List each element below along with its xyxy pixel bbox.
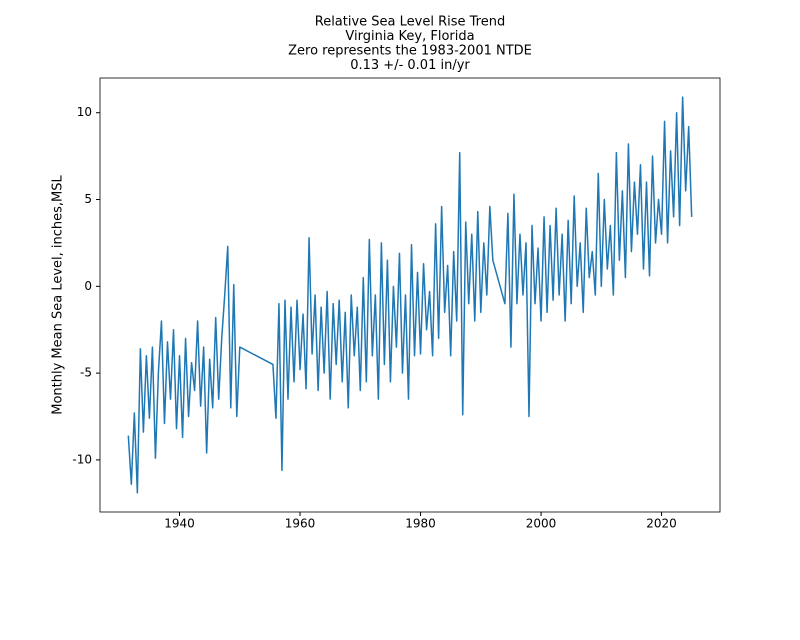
y-tick-label: 0 [84, 279, 92, 293]
y-tick-label: -10 [72, 452, 92, 466]
y-tick-label: -5 [80, 366, 92, 380]
sea-level-line [127, 96, 693, 494]
y-tick-label: 5 [84, 192, 92, 206]
y-tick-label: 10 [77, 105, 92, 119]
x-tick-label: 2020 [646, 517, 677, 531]
chart-title: Relative Sea Level Rise Trend [315, 15, 505, 30]
x-tick-label: 1980 [405, 517, 436, 531]
plot-frame [99, 77, 721, 513]
x-tick-label: 1960 [285, 517, 316, 531]
chart-title: 0.13 +/- 0.01 in/yr [350, 58, 470, 73]
y-axis-label: Monthly Mean Sea Level, inches,MSL [51, 174, 66, 414]
x-tick-label: 1940 [164, 517, 195, 531]
chart-title: Zero represents the 1983-2001 NTDE [288, 44, 532, 59]
chart-title: Virginia Key, Florida [345, 29, 474, 44]
x-tick-label: 2000 [526, 517, 557, 531]
